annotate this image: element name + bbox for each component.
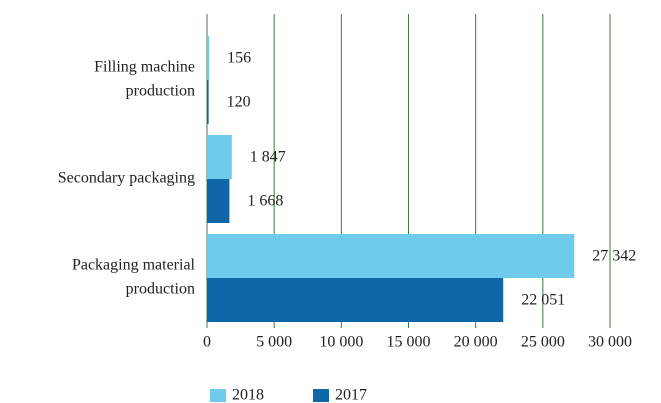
value-label: 1 847	[250, 149, 286, 166]
legend-label: 2017	[335, 387, 367, 403]
x-tick-label: 30 000	[588, 334, 632, 351]
bar	[207, 36, 210, 80]
category-label: Packaging material	[72, 257, 196, 274]
bar	[207, 234, 575, 278]
legend-swatch	[313, 389, 329, 402]
value-label: 156	[227, 50, 251, 67]
x-tick-label: 15 000	[387, 334, 431, 351]
category-label: Secondary packaging	[58, 170, 195, 187]
legend-swatch	[210, 389, 226, 402]
category-label: production	[126, 281, 195, 298]
x-tick-label: 25 000	[521, 334, 565, 351]
category-label: Filling machine	[94, 59, 195, 76]
x-tick-label: 0	[203, 334, 211, 351]
x-tick-label: 20 000	[454, 334, 498, 351]
value-label: 27 342	[592, 248, 636, 265]
category-label: production	[126, 83, 195, 100]
bar	[207, 278, 504, 322]
bar	[207, 80, 209, 124]
bar	[207, 135, 232, 179]
x-tick-label: 10 000	[319, 334, 363, 351]
bar	[207, 179, 230, 223]
value-label: 120	[227, 94, 251, 111]
legend-label: 2018	[232, 387, 264, 403]
x-tick-label: 5 000	[256, 334, 292, 351]
value-label: 22 051	[521, 292, 565, 309]
value-label: 1 668	[247, 193, 283, 210]
